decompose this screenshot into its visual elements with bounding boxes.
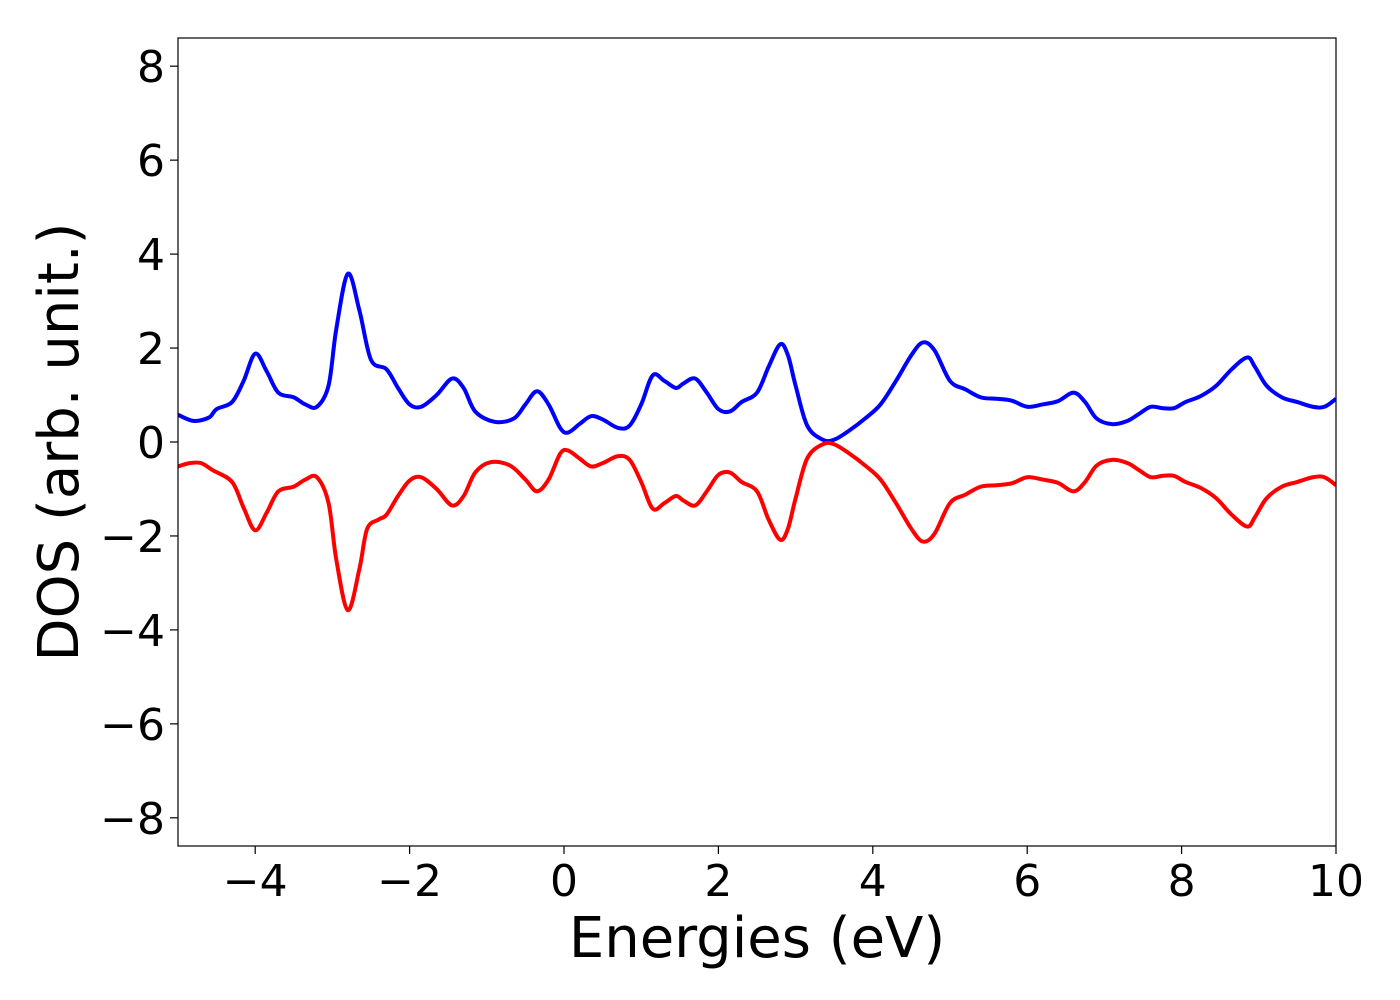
x-tick-label: 4 <box>859 856 887 907</box>
series-line-1 <box>178 440 1336 613</box>
y-axis-ticks: 8 6 4 2 0 −2 −4 −6 −8 <box>100 42 178 845</box>
y-tick-label: −6 <box>100 700 165 751</box>
x-tick-label: 6 <box>1013 856 1041 907</box>
y-tick-label: 0 <box>137 418 165 469</box>
x-tick-label: 10 <box>1308 856 1364 907</box>
y-tick-label: 6 <box>137 136 165 187</box>
y-tick-label: 2 <box>137 324 165 375</box>
series-layer <box>178 271 1336 613</box>
x-axis-ticks: −4 −2 0 2 4 6 8 10 <box>223 846 1364 907</box>
x-tick-label: 8 <box>1168 856 1196 907</box>
x-tick-label: 0 <box>550 856 578 907</box>
x-axis-label: Energies (eV) <box>569 906 945 971</box>
x-tick-label: −2 <box>377 856 442 907</box>
y-axis-label: DOS (arb. unit.) <box>27 222 92 661</box>
y-tick-label: −4 <box>100 606 165 657</box>
y-tick-label: −2 <box>100 512 165 563</box>
y-tick-label: 4 <box>137 230 165 281</box>
x-tick-label: −4 <box>223 856 288 907</box>
x-tick-label: 2 <box>704 856 732 907</box>
y-tick-label: −8 <box>100 794 165 845</box>
y-tick-label: 8 <box>137 42 165 93</box>
series-line-0 <box>178 271 1336 444</box>
plot-frame <box>177 37 1337 847</box>
